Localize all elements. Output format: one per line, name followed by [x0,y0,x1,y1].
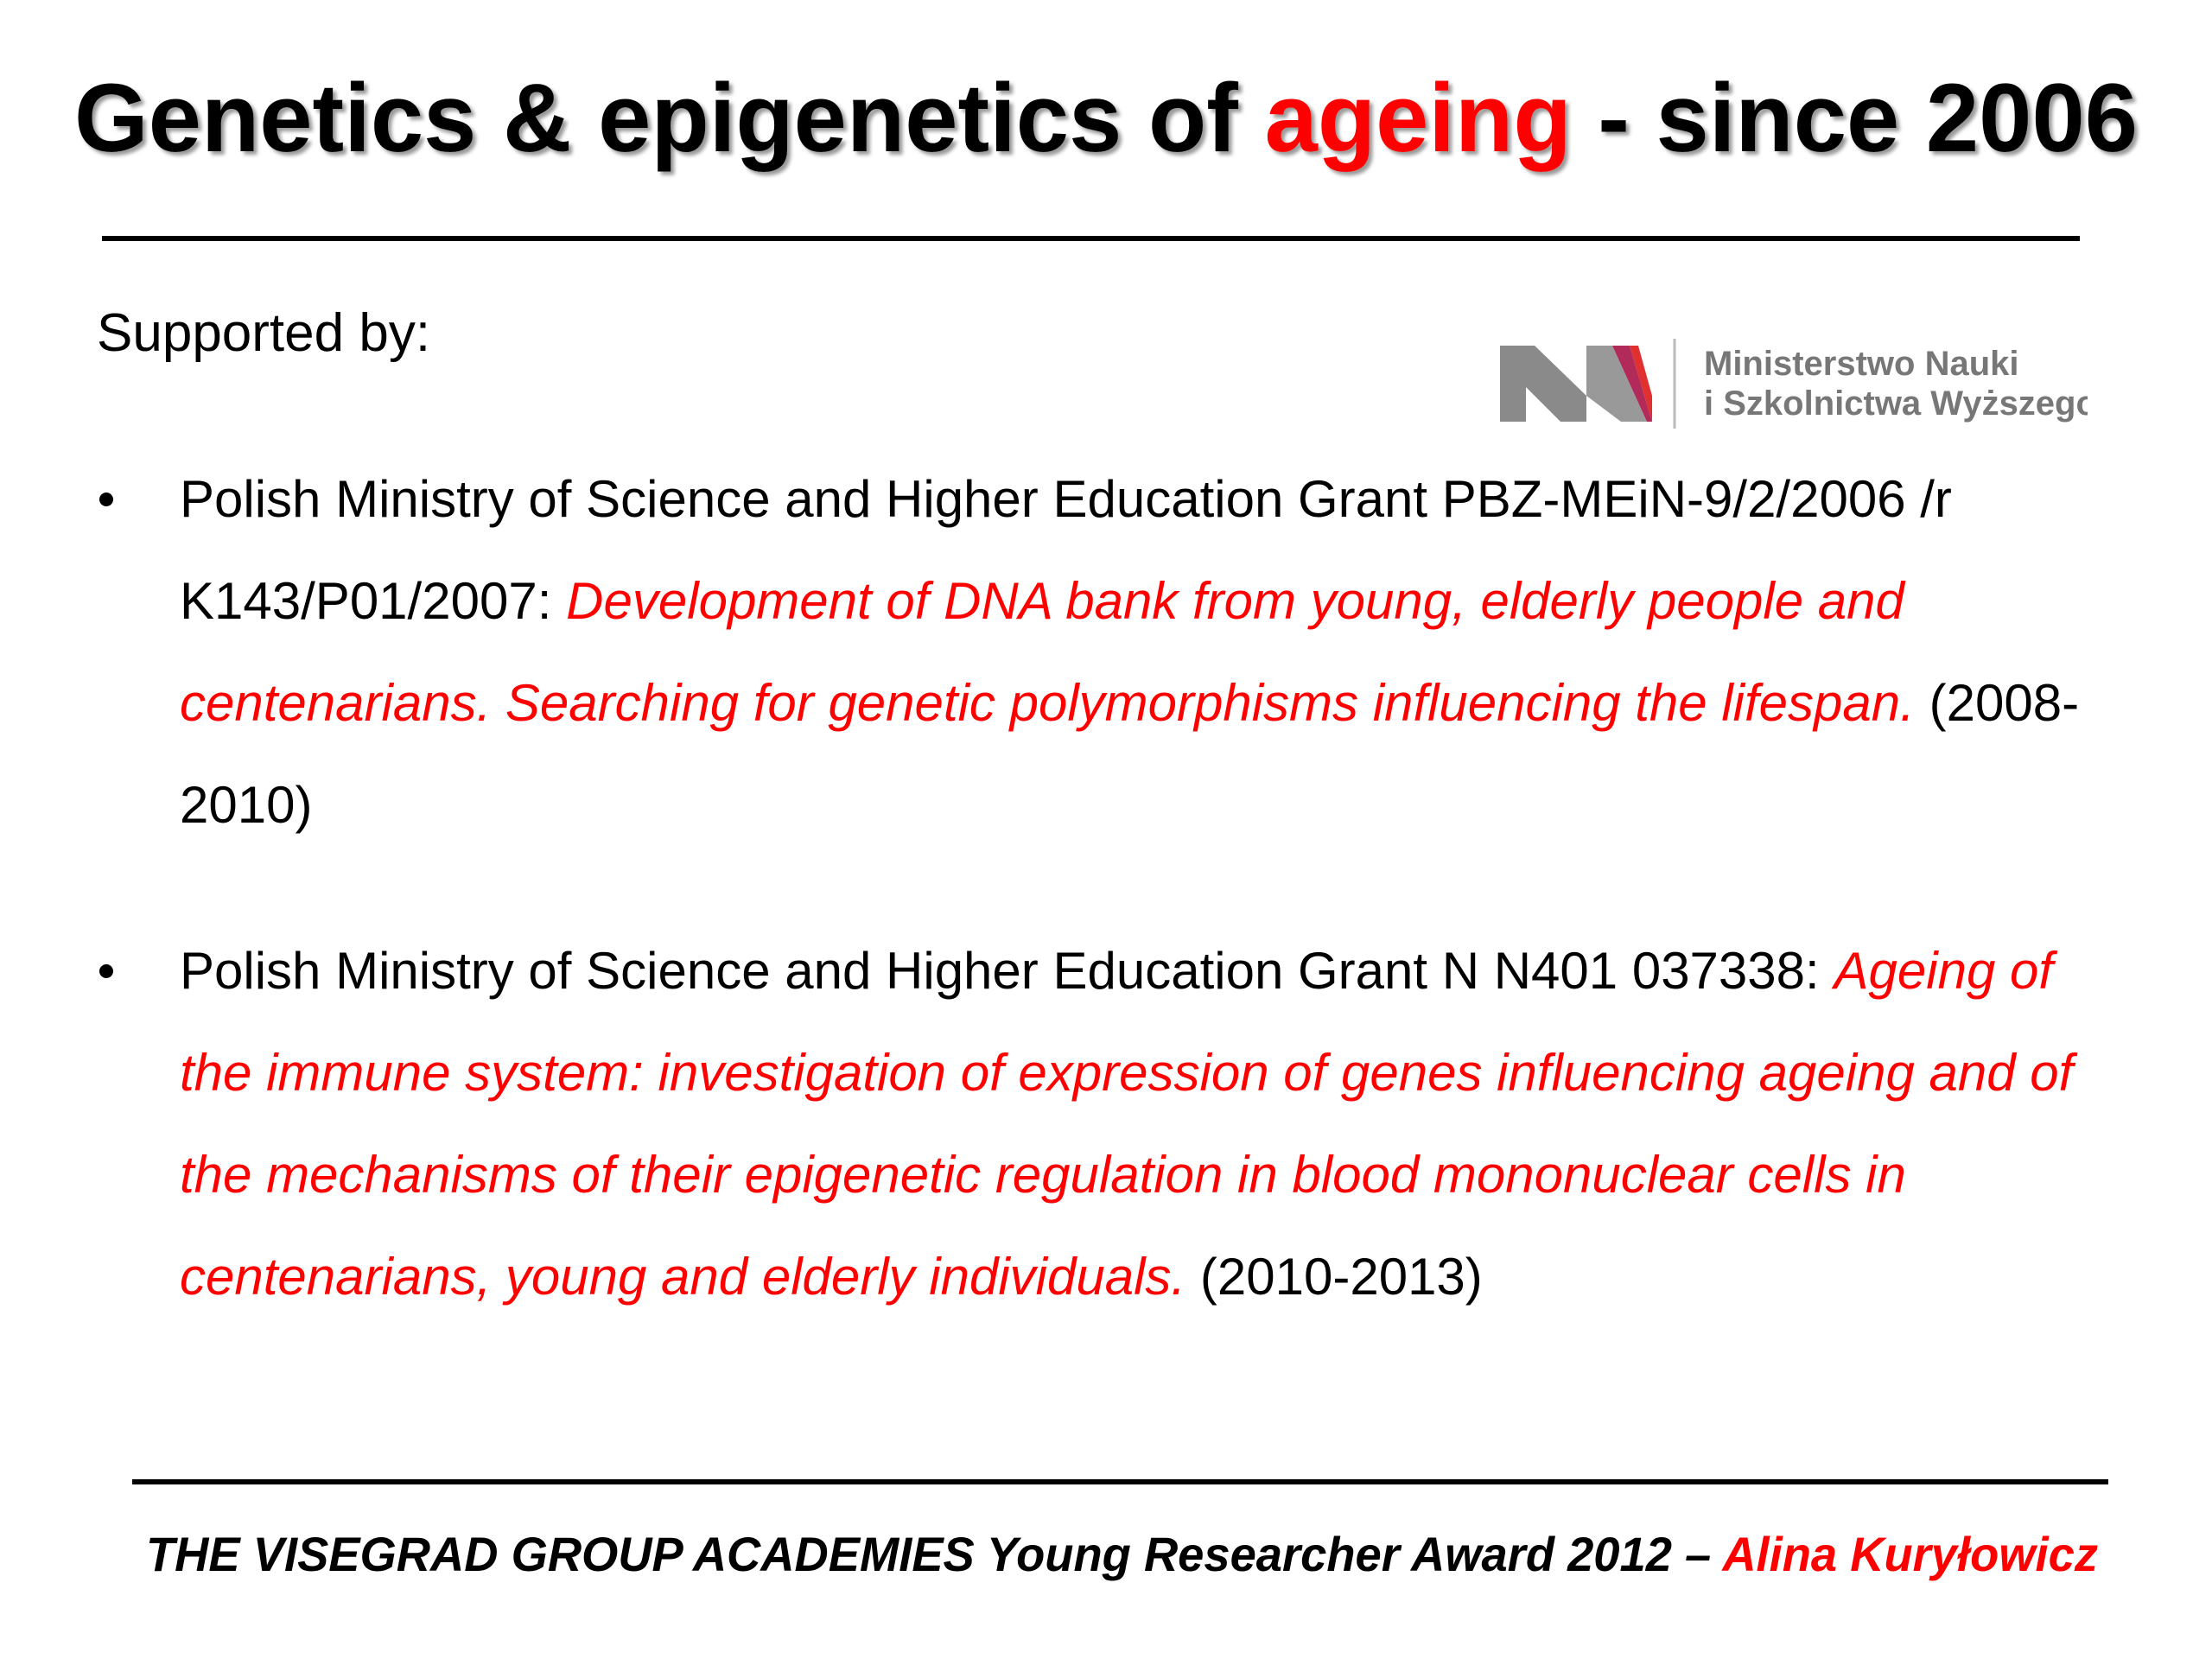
bullet [99,964,113,978]
grant: Polish Ministry of Science and Higher Ed… [180,448,2081,856]
footer: THE VISEGRAD GROUP ACADEMIES Young Resea… [146,1527,2098,1581]
title: Genetics & epigenetics of ageing - since… [74,64,2138,172]
bullet [99,493,113,506]
grant-years: (2010-2013) [1199,1248,1483,1306]
footer-text: THE VISEGRAD GROUP ACADEMIES Young Resea… [146,1527,1711,1581]
logo-mark [1612,346,1652,422]
footer-rule [132,1479,2108,1484]
logo-text: Ministerstwo Nauki [1704,345,2019,383]
logo-mark [1500,346,1586,422]
ministry-logo: Ministerstwo Nauki i Szkolnictwa Wyższeg… [1500,339,2088,429]
grant-years: (2008-2010) [180,674,2080,834]
title-rule [102,236,2080,241]
title-area: Genetics & epigenetics of ageing - since… [74,64,2138,172]
logo-mark [1630,346,1652,422]
grant: Polish Ministry of Science and Higher Ed… [180,920,2081,1328]
title-highlight: ageing [1265,64,1572,172]
logo-text: i Szkolnictwa Wyższego [1704,385,2088,423]
grant-project: Development of DNA bank from young, elde… [180,572,1915,732]
footer-author: Alina Kuryłowicz [1720,1527,2098,1581]
logo-mark [1586,346,1647,422]
supported-by: Supported by: [97,303,431,363]
footer-area: THE VISEGRAD GROUP ACADEMIES Young Resea… [146,1527,2098,1581]
title-text: Genetics & epigenetics of [74,64,1239,172]
title-text: - since 2006 [1598,64,2138,172]
grant-project: Ageing of the immune system: investigati… [180,942,2074,1306]
grant-text: Polish Ministry of Science and Higher Ed… [180,942,1820,1000]
grant-text: Polish Ministry of Science and Higher Ed… [180,470,1952,630]
